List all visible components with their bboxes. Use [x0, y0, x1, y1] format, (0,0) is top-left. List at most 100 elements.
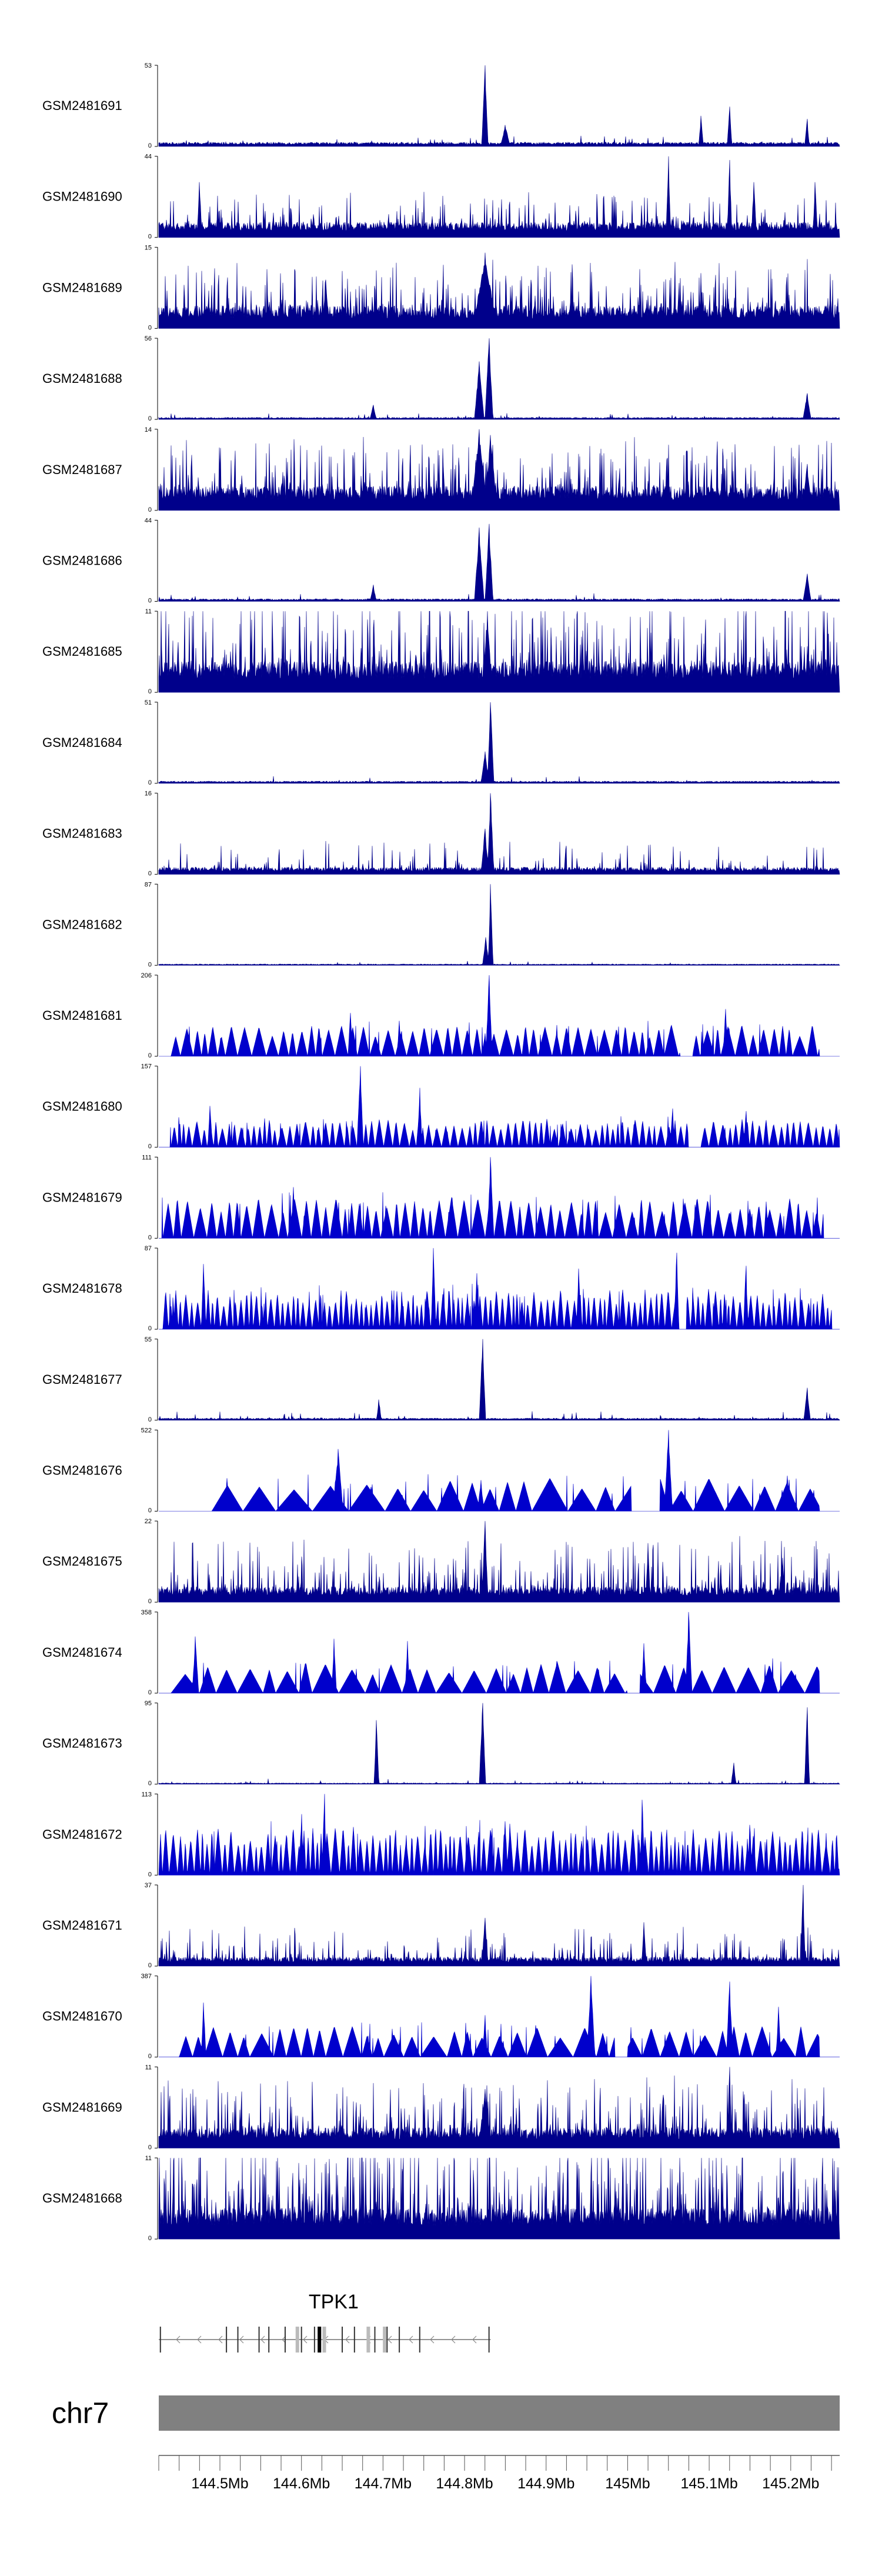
signal-area-GSM2481673 — [158, 1703, 840, 1784]
strand-arrow — [197, 2335, 202, 2344]
track-label: GSM2481668 — [42, 2191, 122, 2205]
track-GSM2481687: GSM2481687 14 0 — [42, 426, 840, 513]
track-GSM2481675: GSM2481675 22 0 — [42, 1518, 840, 1605]
y-axis-max-label: 11 — [145, 608, 152, 615]
track-label: GSM2481683 — [42, 826, 122, 841]
y-axis-max-label: 44 — [145, 518, 152, 525]
y-axis-min-label: 0 — [148, 1234, 152, 1241]
signal-area-GSM2481680 — [159, 1066, 840, 1148]
y-axis-min-label: 0 — [148, 1689, 152, 1696]
track-GSM2481686: GSM2481686 44 0 — [42, 518, 840, 605]
y-axis-max-label: 16 — [145, 790, 152, 798]
signal-area-GSM2481686 — [158, 523, 840, 602]
track-label: GSM2481679 — [42, 1190, 122, 1204]
genome-axis: 144.5Mb 144.6Mb 144.7Mb 144.8Mb 144.9Mb 145Mb… — [158, 2455, 840, 2492]
track-GSM2481680: GSM2481680 157 0 — [42, 1063, 840, 1150]
y-axis-max-label: 51 — [145, 699, 152, 706]
track-label: GSM2481681 — [42, 1008, 122, 1023]
track-label: GSM2481685 — [42, 644, 122, 659]
strand-arrow — [218, 2335, 223, 2344]
strand-arrow — [472, 2335, 477, 2344]
track-GSM2481671: GSM2481671 37 0 — [42, 1882, 840, 1969]
track-label: GSM2481680 — [42, 1099, 122, 1114]
track-GSM2481688: GSM2481688 56 0 — [42, 335, 840, 422]
track-GSM2481683: GSM2481683 16 0 — [42, 790, 840, 877]
y-axis-min-label: 0 — [148, 598, 152, 605]
genome-axis-tick-label: 144.6Mb — [273, 2475, 330, 2492]
y-axis-max-label: 22 — [145, 1518, 152, 1525]
y-axis-max-label: 95 — [145, 1700, 152, 1707]
strand-arrow — [387, 2335, 392, 2344]
signal-area-GSM2481681 — [159, 975, 840, 1057]
strand-arrow — [409, 2335, 413, 2344]
y-axis-min-label: 0 — [148, 142, 152, 149]
genome-axis-tick-label: 145.2Mb — [762, 2475, 819, 2492]
signal-area-GSM2481676 — [159, 1430, 840, 1512]
y-axis-max-label: 11 — [145, 2064, 152, 2071]
signal-area-GSM2481682 — [158, 884, 840, 966]
strand-arrow — [430, 2335, 435, 2344]
y-axis-max-label: 87 — [145, 881, 152, 888]
track-GSM2481684: GSM2481684 51 0 — [42, 699, 840, 786]
signal-area-GSM2481671 — [158, 1884, 840, 1967]
genome-axis-tick-label: 145.1Mb — [680, 2475, 737, 2492]
y-axis-min-label: 0 — [148, 688, 152, 695]
signal-area-GSM2481668 — [158, 2157, 840, 2240]
y-axis-max-label: 157 — [141, 1063, 152, 1070]
gene-coding-exon — [322, 2327, 326, 2353]
track-label: GSM2481684 — [42, 735, 122, 750]
signal-area-GSM2481684 — [158, 702, 840, 784]
y-axis-min-label: 0 — [148, 1962, 152, 1969]
signal-area-GSM2481687 — [158, 429, 840, 511]
chromosome-bar — [159, 2395, 840, 2431]
track-label: GSM2481673 — [42, 1736, 122, 1751]
gene-coding-exon — [295, 2327, 299, 2353]
gene-coding-exon — [366, 2327, 370, 2353]
track-label: GSM2481676 — [42, 1463, 122, 1478]
track-GSM2481670: GSM2481670 387 0 — [42, 1973, 840, 2060]
track-label: GSM2481675 — [42, 1554, 122, 1569]
y-axis-max-label: 11 — [145, 2155, 152, 2162]
y-axis-min-label: 0 — [148, 961, 152, 968]
gene-name-label: TPK1 — [309, 2291, 359, 2313]
signal-area-GSM2481690 — [158, 156, 840, 238]
y-axis-max-label: 206 — [141, 972, 152, 979]
genome-axis-tick-label: 144.7Mb — [355, 2475, 412, 2492]
signal-area-GSM2481674 — [159, 1611, 840, 1694]
track-GSM2481685: GSM2481685 11 0 — [42, 608, 840, 695]
track-label: GSM2481671 — [42, 1918, 122, 1933]
y-axis-min-label: 0 — [148, 506, 152, 513]
strand-arrow — [451, 2335, 456, 2344]
y-axis-max-label: 387 — [141, 1973, 152, 1980]
y-axis-max-label: 522 — [141, 1427, 152, 1434]
track-GSM2481669: GSM2481669 11 0 — [42, 2064, 840, 2151]
y-axis-max-label: 14 — [145, 426, 152, 433]
y-axis-max-label: 44 — [145, 154, 152, 161]
genome-axis-tick-label: 144.9Mb — [517, 2475, 574, 2492]
y-axis-min-label: 0 — [148, 2144, 152, 2151]
track-GSM2481679: GSM2481679 111 0 — [42, 1154, 840, 1241]
genome-axis-tick-label: 144.5Mb — [191, 2475, 248, 2492]
strand-arrow — [239, 2335, 244, 2344]
signal-area-GSM2481678 — [159, 1248, 840, 1330]
y-axis-max-label: 56 — [145, 335, 152, 342]
signal-tracks: GSM2481691530GSM2481690440GSM2481689150G… — [42, 62, 840, 2242]
signal-area-GSM2481679 — [159, 1157, 840, 1239]
signal-area-GSM2481691 — [158, 65, 840, 147]
track-GSM2481691: GSM2481691 53 0 — [42, 62, 840, 149]
y-axis-max-label: 55 — [145, 1336, 152, 1343]
track-label: GSM2481672 — [42, 1827, 122, 1841]
track-GSM2481668: GSM2481668 11 0 — [42, 2155, 840, 2242]
track-label: GSM2481682 — [42, 917, 122, 932]
y-axis-min-label: 0 — [148, 1507, 152, 1514]
y-axis-min-label: 0 — [148, 870, 152, 877]
y-axis-min-label: 0 — [148, 415, 152, 422]
y-axis-min-label: 0 — [148, 1052, 152, 1059]
y-axis-min-label: 0 — [148, 1871, 152, 1878]
y-axis-min-label: 0 — [148, 2053, 152, 2060]
track-GSM2481690: GSM2481690 44 0 — [42, 154, 840, 241]
track-label: GSM2481678 — [42, 1281, 122, 1296]
y-axis-min-label: 0 — [148, 1598, 152, 1605]
track-label: GSM2481674 — [42, 1645, 122, 1660]
